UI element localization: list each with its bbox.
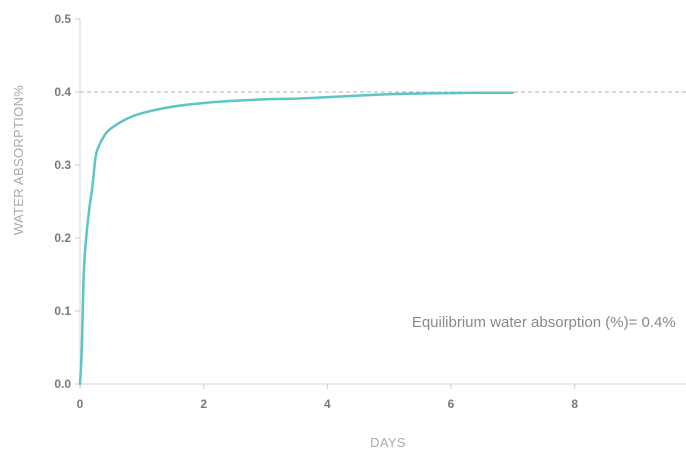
x-tick-label: 8: [571, 397, 578, 411]
x-axis-title: DAYS: [370, 435, 406, 450]
water-absorption-series-line: [78, 91, 515, 386]
y-tick-label: 0.2: [54, 231, 71, 245]
x-tick-label: 4: [324, 397, 331, 411]
axes-layer: [79, 19, 686, 385]
y-tick-label: 0.4: [54, 85, 71, 99]
y-axis-title: WATER ABSORPTION%: [11, 85, 26, 235]
y-tick-label: 0.5: [54, 12, 71, 26]
equilibrium-annotation: Equilibrium water absorption (%)= 0.4%: [412, 314, 676, 331]
x-tick-label: 0: [77, 397, 84, 411]
y-tick-label: 0.0: [54, 377, 71, 391]
x-tick-label: 2: [200, 397, 207, 411]
x-tick-label: 6: [448, 397, 455, 411]
y-tick-label: 0.3: [54, 158, 71, 172]
ticks-layer: 0.0 0.1 0.2 0.3 0.4 0.5 0 2 4 6 8: [54, 12, 578, 411]
y-tick-label: 0.1: [54, 304, 71, 318]
series-layer: [78, 91, 515, 386]
